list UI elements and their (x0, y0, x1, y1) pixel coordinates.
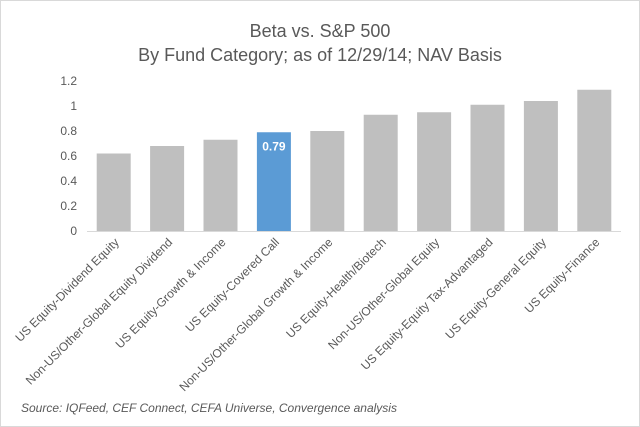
chart-title: Beta vs. S&P 500 (250, 21, 391, 41)
bar (310, 131, 345, 231)
bar (577, 89, 612, 231)
bar (256, 132, 291, 231)
bar (523, 101, 558, 231)
category-label: US Equity-General Equity (442, 235, 549, 342)
category-label: Non-US/Other-Global Equity (325, 235, 442, 352)
y-tick-label: 1 (70, 99, 77, 113)
bars (96, 89, 612, 231)
bar (417, 112, 452, 231)
y-tick-label: 0 (70, 224, 77, 238)
category-label: US Equity-Dividend Equity (12, 235, 121, 344)
y-tick-label: 0.8 (60, 124, 77, 138)
bar (363, 114, 398, 231)
category-label: US Equity-Growth & Income (113, 235, 229, 351)
y-tick-label: 0.4 (60, 174, 77, 188)
bar (96, 153, 131, 231)
y-tick-label: 1.2 (60, 74, 77, 88)
category-label: US Equity-Covered Call (183, 235, 283, 335)
data-labels: 0.79 (262, 139, 286, 153)
chart-subtitle: By Fund Category; as of 12/29/14; NAV Ba… (138, 45, 502, 65)
category-label: US Equity-Health/Biotech (283, 235, 389, 341)
category-labels: US Equity-Dividend Equity Non-US/Other-Gl… (12, 235, 602, 394)
source-note: Source: IQFeed, CEF Connect, CEFA Univer… (21, 401, 397, 415)
bar (470, 104, 505, 231)
y-tick-label: 0.2 (60, 199, 77, 213)
y-tick-label: 0.6 (60, 149, 77, 163)
data-label: 0.79 (262, 139, 286, 153)
bar (203, 139, 238, 231)
y-axis-ticks: 0 0.2 0.4 0.6 0.8 1 1.2 (60, 74, 77, 238)
bar (150, 146, 185, 231)
